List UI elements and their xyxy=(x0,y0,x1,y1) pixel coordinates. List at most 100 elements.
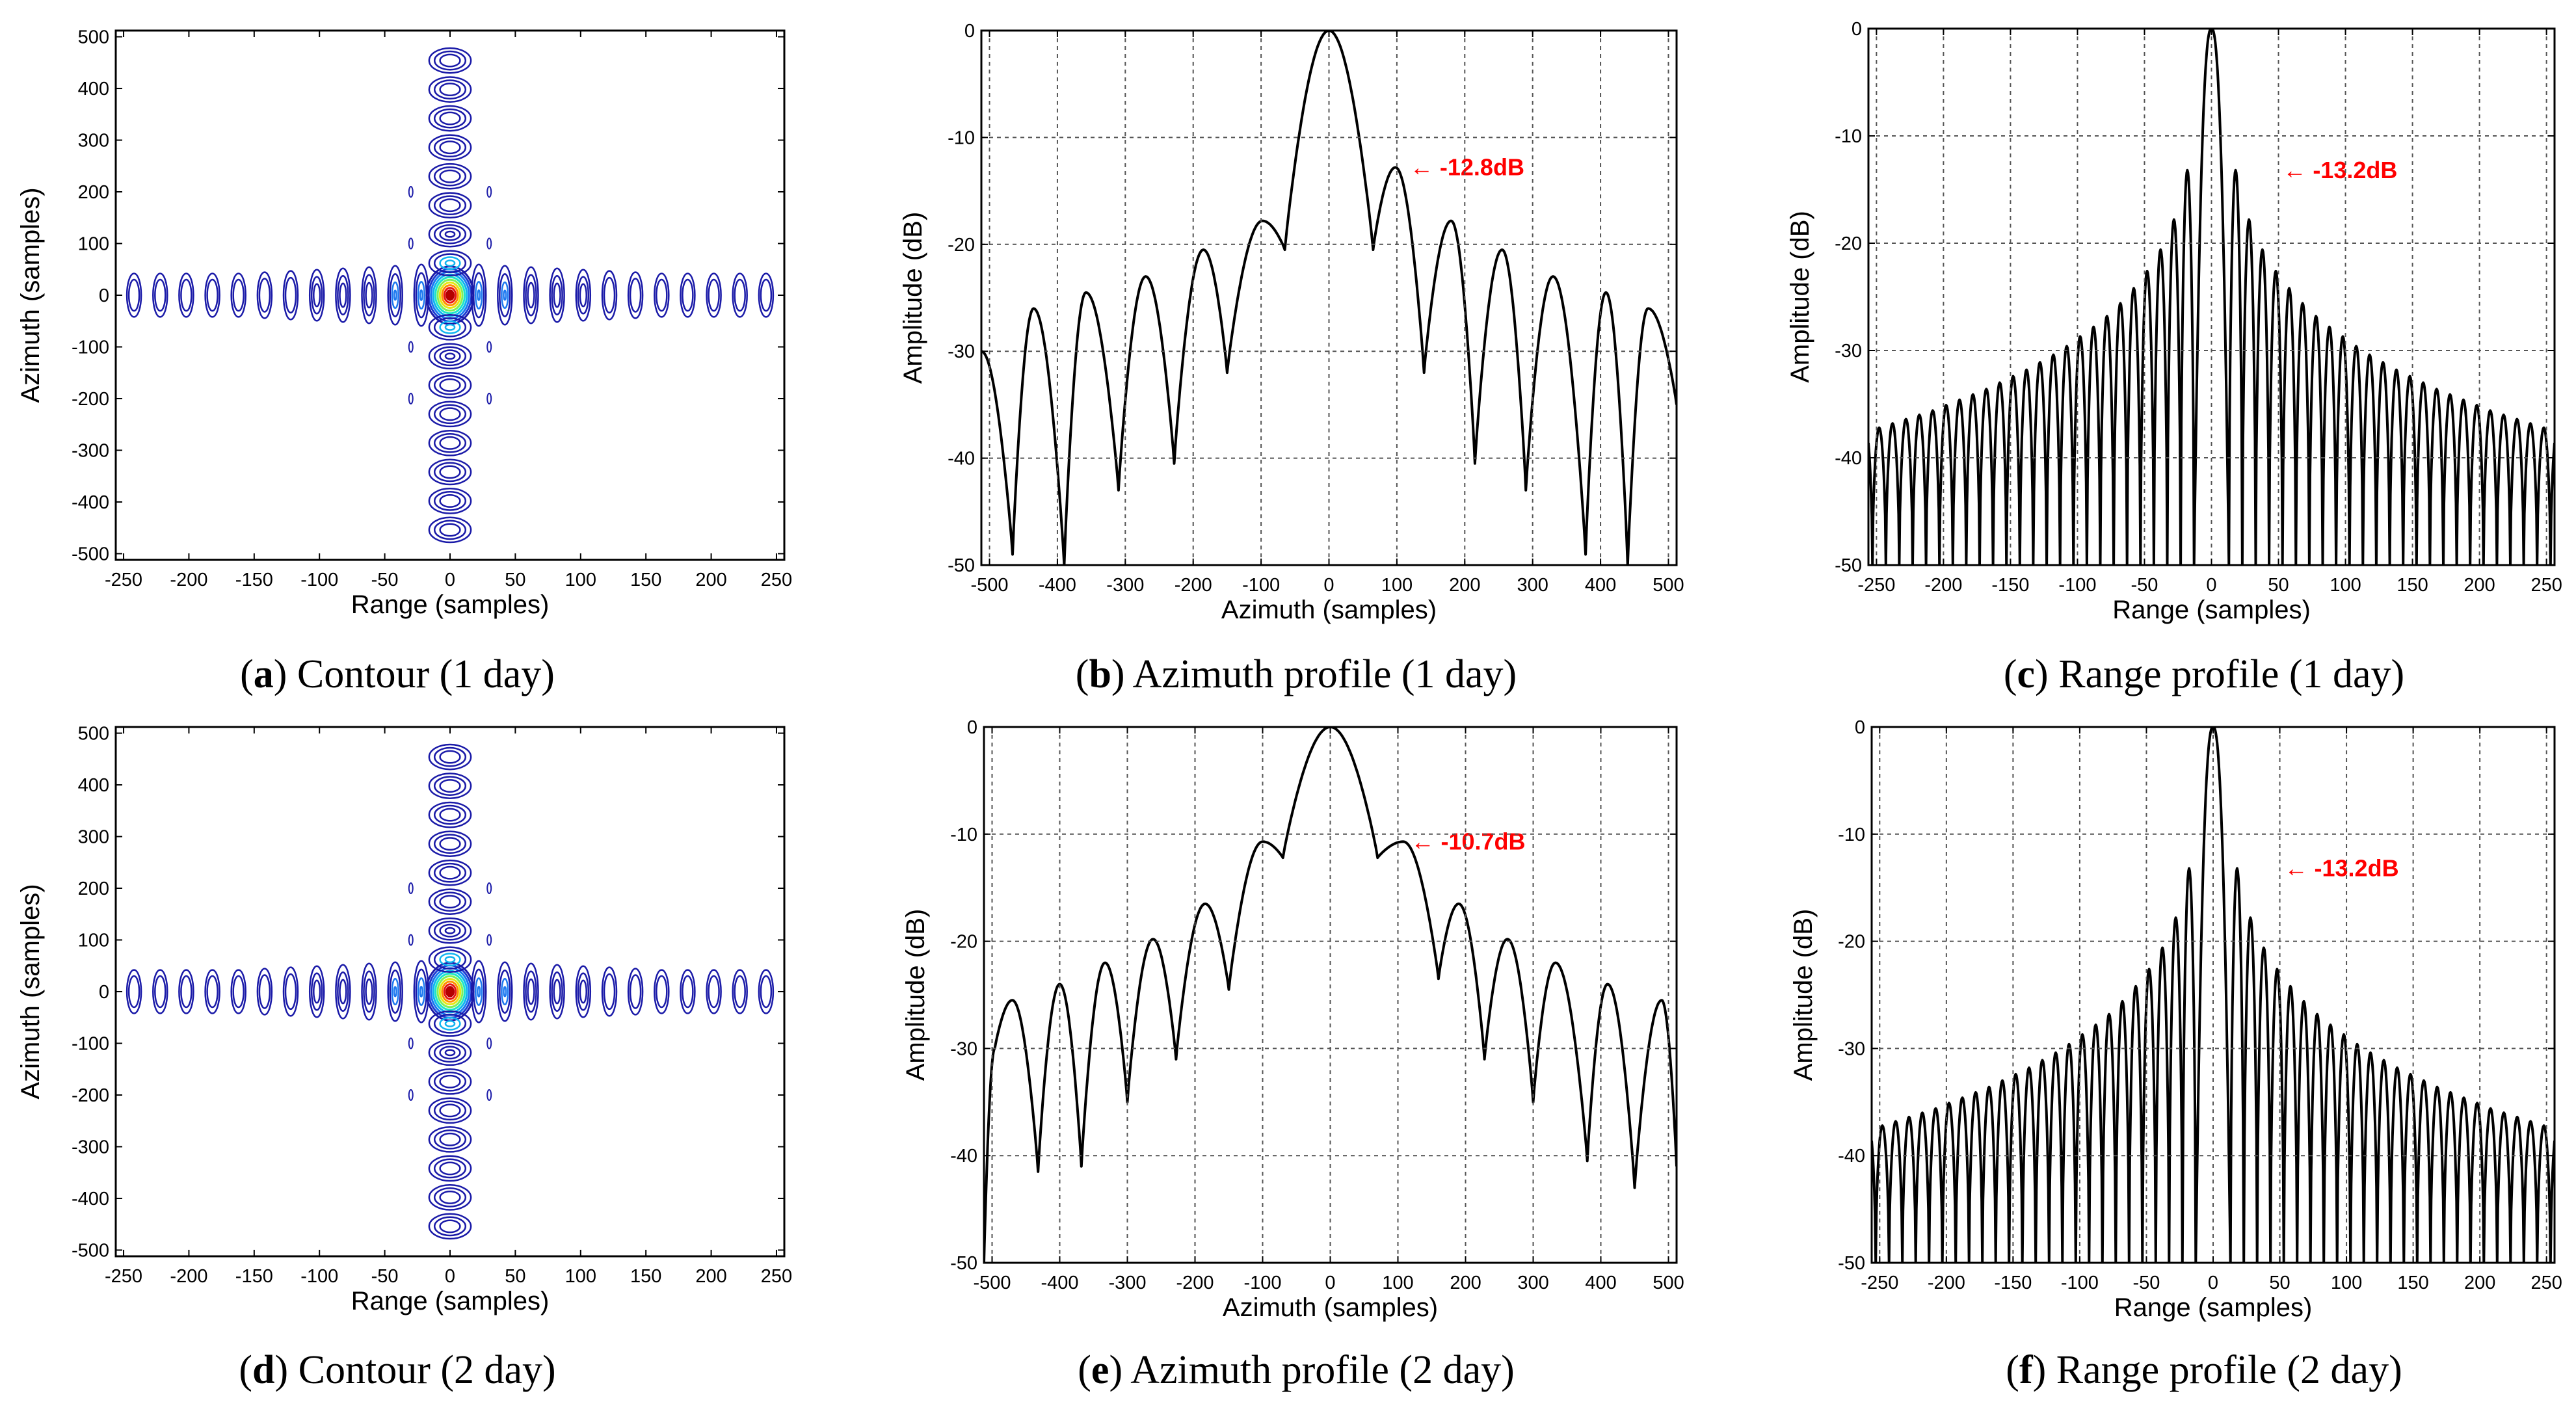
contour-azimuth-sidelobe xyxy=(439,837,461,851)
plot-area: ← -13.2dB xyxy=(1868,29,2555,565)
caption-letter: c xyxy=(2017,652,2036,696)
contour-range-sidelobe xyxy=(339,282,347,308)
y-tick-label: -300 xyxy=(72,440,109,461)
y-tick-label: -20 xyxy=(1838,932,1865,953)
contour-range-sidelobe xyxy=(337,274,349,316)
contour-range-sidelobe xyxy=(523,266,539,324)
contour-azimuth-sidelobe xyxy=(428,343,472,370)
contour-range-sidelobe xyxy=(413,263,430,327)
contour-azimuth-sidelobe xyxy=(428,401,472,428)
x-tick-label: 250 xyxy=(761,1266,792,1287)
x-tick-label: -200 xyxy=(1928,1273,1965,1293)
caption-letter: f xyxy=(2019,1348,2034,1392)
chart-e: ← -10.7dB-500 -400 -300 -200 -100 0 100 200 300 4… xyxy=(901,717,1684,1322)
contour-range-sidelobe xyxy=(419,986,423,997)
contour-azimuth-sidelobe xyxy=(428,1097,472,1124)
contour-azimuth-sidelobe xyxy=(433,776,467,796)
contour-azimuth-sidelobe xyxy=(439,111,461,125)
sidelobe-annotation: ← -13.2dB xyxy=(2283,157,2397,183)
contour-range-sidelobe xyxy=(601,270,618,321)
x-tick-label: 100 xyxy=(565,1266,596,1287)
x-tick-label: 300 xyxy=(1517,1273,1548,1293)
contour-azimuth-sidelobe xyxy=(439,320,461,334)
chart-d: -250 -200 -150 -100 -50 0 50 100 150 200 250500400… xyxy=(16,724,792,1315)
contour-azimuth-sidelobe xyxy=(444,352,456,360)
contour-range-sidelobe xyxy=(335,964,351,1020)
contour-range-sidelobe xyxy=(734,975,746,1009)
contour-azimuth-sidelobe xyxy=(433,375,467,395)
x-tick-label: 250 xyxy=(761,570,792,590)
contour-azimuth-sidelobe xyxy=(439,1161,461,1176)
contour-range-sidelobe xyxy=(154,975,166,1009)
x-tick-label: 50 xyxy=(2269,1273,2290,1293)
x-tick-label: 100 xyxy=(1381,575,1413,596)
x-tick-label: -150 xyxy=(1991,575,2029,596)
contour-cross-sidelobe xyxy=(408,882,414,895)
y-tick-label: 0 xyxy=(964,21,975,42)
x-axis-label: Range (samples) xyxy=(2112,596,2311,624)
contour-range-sidelobe xyxy=(284,973,297,1010)
caption-letter: d xyxy=(252,1348,274,1392)
contour-range-sidelobe xyxy=(551,971,563,1012)
contour-range-sidelobe xyxy=(734,278,746,312)
contour-azimuth-sidelobe xyxy=(428,801,472,828)
x-tick-label: 500 xyxy=(1653,1273,1684,1293)
contour-range-sidelobe xyxy=(391,977,399,1006)
y-tick-label: -40 xyxy=(950,1146,977,1167)
x-tick-label: -150 xyxy=(235,570,273,590)
caption-text: Range profile (2 day) xyxy=(2046,1348,2402,1392)
y-tick-label: -400 xyxy=(72,492,109,513)
x-tick-label: 0 xyxy=(445,1266,455,1287)
contour-azimuth-sidelobe xyxy=(444,259,456,267)
caption-text: Azimuth profile (1 day) xyxy=(1125,652,1517,696)
y-axis-label: Amplitude (dB) xyxy=(899,212,927,384)
contour-range-sidelobe xyxy=(361,266,377,324)
contour-range-sidelobe xyxy=(497,961,513,1022)
contour-azimuth-sidelobe xyxy=(428,134,472,161)
plot-area xyxy=(126,47,775,544)
caption-letter: e xyxy=(1091,1348,1109,1392)
contour-range-sidelobe xyxy=(654,969,670,1014)
x-tick-label: -200 xyxy=(170,1266,207,1287)
contour-azimuth-sidelobe xyxy=(439,1190,461,1204)
x-tick-label: 0 xyxy=(1325,1273,1335,1293)
contour-azimuth-sidelobe xyxy=(433,746,467,767)
contour-azimuth-sidelobe xyxy=(433,166,467,187)
caption-paren-close: ) xyxy=(274,652,287,696)
y-tick-label: -10 xyxy=(948,127,975,148)
contour-range-sidelobe xyxy=(417,280,425,310)
x-tick-label: 0 xyxy=(1323,575,1334,596)
contour-azimuth-sidelobe xyxy=(433,1042,467,1063)
x-tick-label: -200 xyxy=(1175,575,1212,596)
contour-range-sidelobe xyxy=(525,274,537,317)
contour-azimuth-sidelobe xyxy=(433,1013,467,1034)
profile-line xyxy=(981,31,1677,565)
contour-azimuth-sidelobe xyxy=(433,891,467,912)
x-tick-label: -50 xyxy=(371,570,399,590)
contour-azimuth-sidelobe xyxy=(428,163,472,190)
plot-frame xyxy=(1867,27,2556,566)
contour-azimuth-sidelobe xyxy=(433,432,467,453)
contour-azimuth-sidelobe xyxy=(428,250,472,277)
plot-area: ← -13.2dB xyxy=(1872,727,2555,1263)
caption-letter: a xyxy=(254,652,274,696)
contour-azimuth-sidelobe xyxy=(433,462,467,482)
x-axis-label: Range (samples) xyxy=(351,590,550,619)
x-tick-label: 0 xyxy=(445,570,455,590)
contour-azimuth-sidelobe xyxy=(428,1039,472,1066)
contour-azimuth-sidelobe xyxy=(439,436,461,450)
contour-azimuth-sidelobe xyxy=(433,1158,467,1179)
contour-azimuth-sidelobe xyxy=(428,105,472,132)
contour-range-sidelobe xyxy=(732,969,748,1014)
y-tick-label: -20 xyxy=(948,235,975,256)
contour-azimuth-sidelobe xyxy=(439,923,461,938)
x-tick-label: -200 xyxy=(170,570,207,590)
contour-azimuth-sidelobe xyxy=(433,79,467,99)
contour-azimuth-sidelobe xyxy=(428,458,472,486)
y-tick-label: 100 xyxy=(78,931,109,951)
y-axis-label: Amplitude (dB) xyxy=(1786,211,1814,383)
x-axis-label: Azimuth (samples) xyxy=(1221,596,1437,624)
contour-azimuth-sidelobe xyxy=(433,195,467,216)
contour-azimuth-sidelobe xyxy=(439,494,461,508)
